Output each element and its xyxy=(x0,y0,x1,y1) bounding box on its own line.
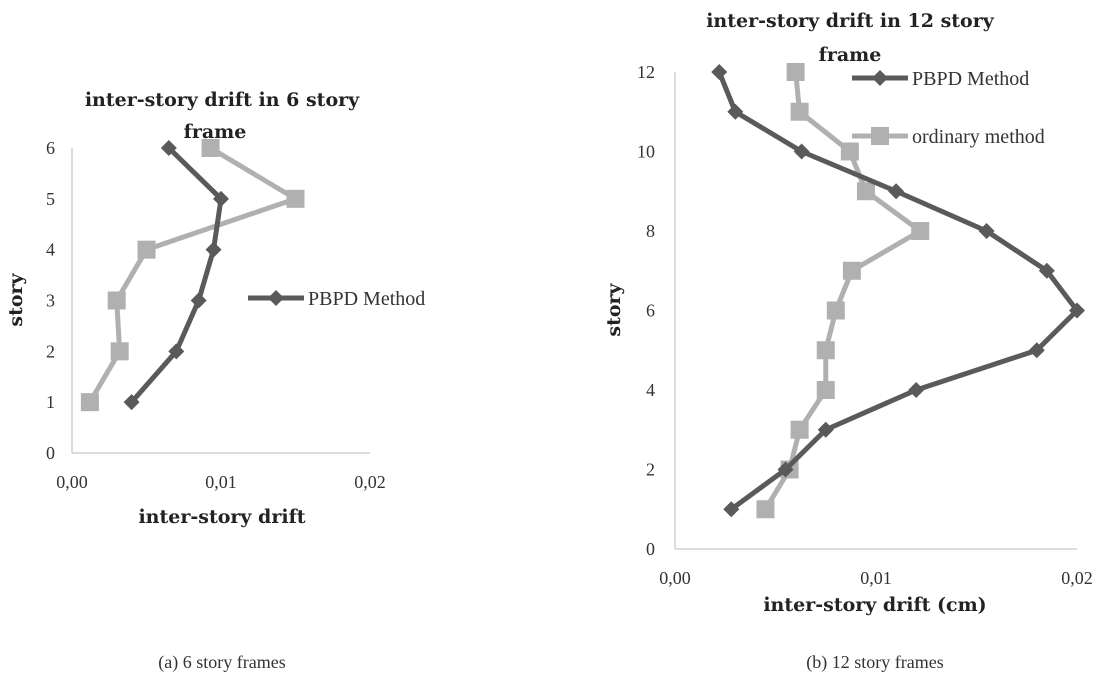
data-point xyxy=(286,189,305,208)
data-point xyxy=(110,342,129,361)
x-tick-label: 0,01 xyxy=(205,472,237,492)
series-line xyxy=(716,69,1080,512)
x-tick-label: 0,02 xyxy=(1061,568,1093,588)
data-point xyxy=(756,500,775,519)
y-tick-label: 2 xyxy=(46,341,55,361)
data-point xyxy=(168,343,185,360)
series-layer xyxy=(711,63,1085,519)
y-tick-label: 6 xyxy=(46,138,55,158)
legend-marker xyxy=(268,290,284,306)
series-line xyxy=(87,145,298,405)
x-tick-labels: 0,00 0,01 0,02 xyxy=(56,472,386,492)
data-point xyxy=(817,421,834,438)
chart-title-line-1: inter-story drift in 6 story xyxy=(85,89,360,111)
y-tick-label: 2 xyxy=(646,460,655,480)
data-point xyxy=(826,301,845,320)
y-tick-label: 1 xyxy=(46,392,55,412)
data-point xyxy=(842,261,861,280)
x-axis-label: inter-story drift (cm) xyxy=(763,594,986,616)
y-tick-label: 12 xyxy=(637,62,655,82)
legend-label: ordinary method xyxy=(912,126,1045,148)
data-point xyxy=(205,241,222,258)
chart-title-line-2: frame xyxy=(184,121,247,143)
data-point xyxy=(80,393,99,412)
data-point xyxy=(160,140,177,156)
data-point xyxy=(793,143,810,160)
data-point xyxy=(908,382,925,398)
y-tick-labels: 0 2 4 6 8 10 12 xyxy=(637,62,655,559)
data-point xyxy=(790,102,809,121)
data-point xyxy=(888,183,905,200)
legend-label: PBPD Method xyxy=(912,68,1029,90)
y-axis-label: story xyxy=(603,282,625,336)
legend-label: PBPD Method xyxy=(308,288,425,310)
x-tick-label: 0,01 xyxy=(860,568,892,588)
series-pbpd-method xyxy=(711,64,1085,518)
y-tick-label: 3 xyxy=(46,291,55,311)
data-point xyxy=(840,142,859,161)
y-tick-label: 0 xyxy=(646,539,655,559)
y-axis-label: story xyxy=(5,272,27,326)
data-point xyxy=(816,381,835,399)
legend-marker xyxy=(872,70,888,86)
data-point xyxy=(711,64,728,80)
data-point xyxy=(1038,262,1055,279)
y-tick-labels: 0 1 2 3 4 5 6 xyxy=(46,138,55,463)
series-pbpd-method xyxy=(123,140,229,411)
y-tick-label: 5 xyxy=(46,189,55,209)
figure-caption: (a) 6 story frames xyxy=(158,652,285,673)
x-tick-labels: 0,00 0,01 0,02 xyxy=(659,568,1093,588)
data-point xyxy=(190,292,207,309)
x-tick-label: 0,02 xyxy=(354,472,386,492)
figure-caption: (b) 12 story frames xyxy=(806,652,943,673)
data-point xyxy=(790,420,809,439)
x-axis-label: inter-story drift xyxy=(138,506,305,528)
data-point xyxy=(1069,302,1085,319)
x-tick-label: 0,00 xyxy=(659,568,691,588)
data-point xyxy=(856,182,875,201)
legend: PBPD Method ordinary method xyxy=(852,68,1045,148)
series-layer xyxy=(80,139,305,412)
data-point xyxy=(723,501,740,518)
data-point xyxy=(911,222,930,240)
legend-marker xyxy=(871,127,889,145)
legend-item-pbpd-method: PBPD Method xyxy=(248,288,425,310)
x-tick-label: 0,00 xyxy=(56,472,88,492)
chart-title-line-1: inter-story drift in 12 story xyxy=(706,10,995,32)
legend-item-pbpd-method: PBPD Method xyxy=(852,68,1029,90)
series-series-2 xyxy=(80,139,305,412)
data-point xyxy=(978,223,995,239)
panel-12-story: inter-story drift in 12 story frame 0 2 4 6… xyxy=(603,10,1093,673)
data-point xyxy=(727,103,744,120)
data-point xyxy=(107,291,126,310)
y-tick-label: 10 xyxy=(637,142,655,162)
y-tick-label: 4 xyxy=(46,240,55,260)
y-tick-label: 8 xyxy=(646,221,655,241)
data-point xyxy=(201,139,220,157)
legend: PBPD Method xyxy=(248,288,425,310)
data-point xyxy=(137,240,156,259)
data-point xyxy=(213,190,229,207)
panel-6-story: inter-story drift in 6 story frame 0 1 2 3 4… xyxy=(5,89,425,673)
data-point xyxy=(123,394,140,411)
data-point xyxy=(1028,342,1045,359)
chart-title-line-2: frame xyxy=(819,44,882,66)
legend-item-ordinary-method: ordinary method xyxy=(852,126,1045,148)
data-point xyxy=(816,341,835,360)
y-tick-label: 0 xyxy=(46,443,55,463)
data-point xyxy=(777,461,794,478)
y-tick-label: 4 xyxy=(646,380,655,400)
data-point xyxy=(786,63,805,81)
y-tick-label: 6 xyxy=(646,301,655,321)
series-ordinary-method xyxy=(756,63,930,519)
series-line xyxy=(129,145,224,405)
